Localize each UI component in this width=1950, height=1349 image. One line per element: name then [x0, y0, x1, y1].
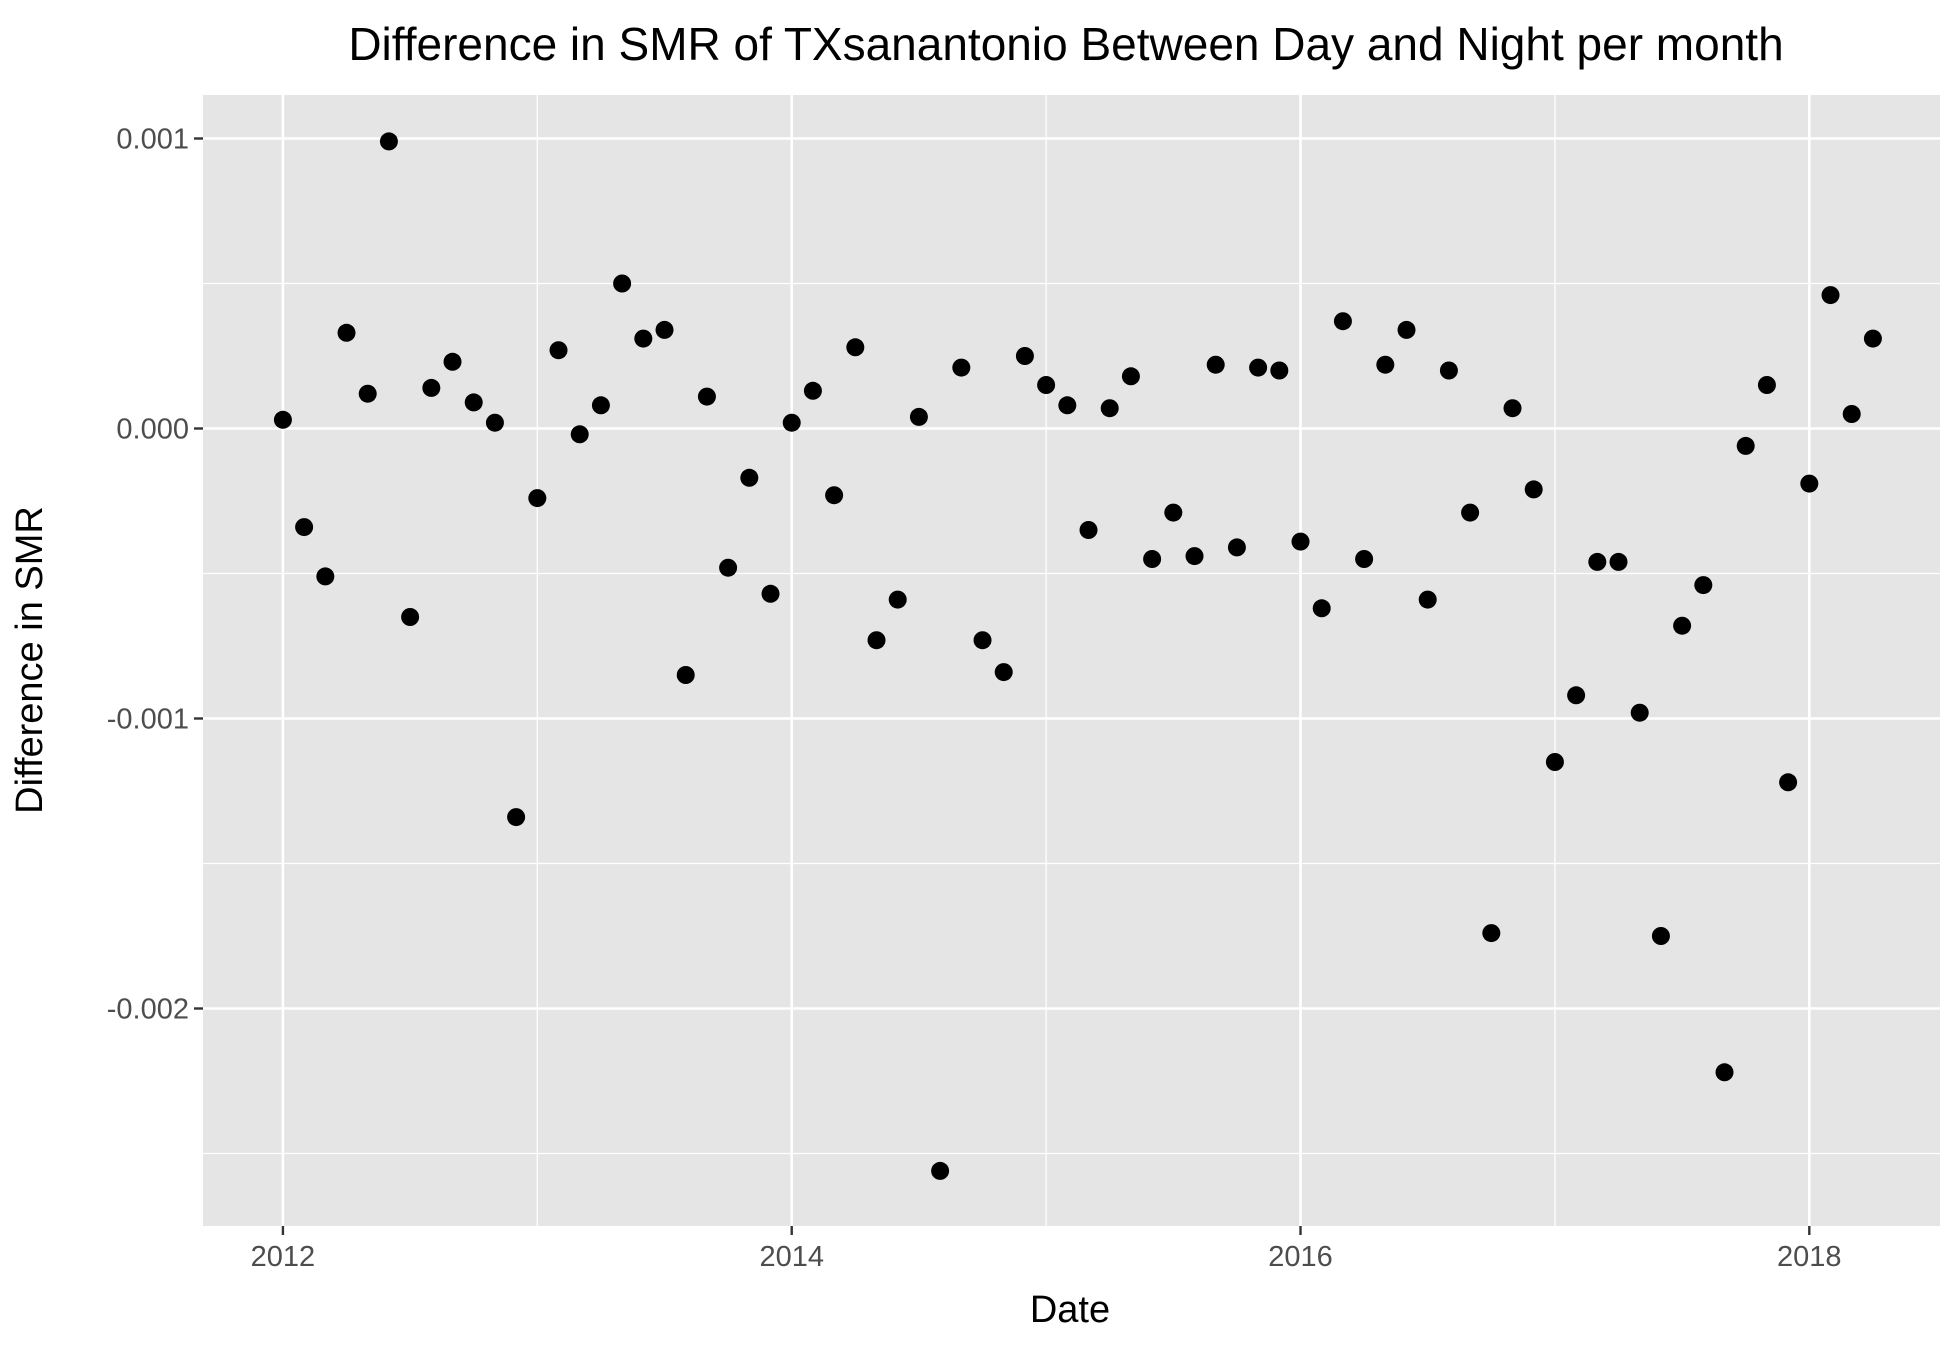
data-point [443, 352, 462, 371]
y-tick-label: 0.001 [116, 124, 189, 156]
data-point [1503, 399, 1522, 418]
data-point [1461, 503, 1480, 522]
major-gridlines [203, 95, 1940, 1226]
data-point [1079, 521, 1098, 539]
minor-gridlines [203, 95, 1940, 1226]
data-point [1227, 538, 1246, 557]
data-point [1185, 547, 1204, 566]
data-point [1355, 550, 1374, 568]
data-point [379, 132, 398, 151]
data-point [1291, 532, 1310, 551]
data-point [888, 590, 907, 609]
x-axis-title: Date [1030, 1289, 1110, 1331]
y-tick-label: 0.000 [116, 414, 189, 446]
x-tick-label: 2016 [1268, 1241, 1333, 1273]
data-point [401, 608, 420, 626]
x-axis: 2012 2014 2016 2018 [251, 1226, 1842, 1273]
data-point [1143, 550, 1162, 568]
data-point [1015, 347, 1034, 365]
data-point [485, 413, 504, 432]
data-point [973, 631, 992, 650]
y-axis: 0.001 0.000 -0.001 -0.002 [107, 124, 203, 1026]
data-point [1418, 590, 1437, 609]
data-point [676, 666, 695, 684]
data-point [952, 358, 971, 377]
data-point [1037, 376, 1056, 394]
data-point [549, 341, 568, 360]
data-point [867, 631, 886, 650]
data-point [1715, 1063, 1734, 1082]
data-point [316, 567, 335, 586]
data-point [634, 329, 653, 348]
data-point [528, 489, 547, 508]
data-point [591, 396, 610, 415]
data-point [655, 320, 674, 339]
data-point [846, 338, 865, 357]
data-point [994, 663, 1013, 682]
data-point [1270, 361, 1289, 380]
data-point [613, 274, 632, 293]
data-point [782, 413, 801, 432]
data-point [761, 584, 780, 603]
data-point [1863, 329, 1882, 348]
data-point [1100, 399, 1119, 418]
data-point [1545, 753, 1564, 771]
data-point [1333, 312, 1352, 331]
y-tick-label: -0.001 [107, 704, 189, 736]
data-point [1524, 480, 1543, 499]
data-point [803, 381, 822, 400]
data-point [719, 558, 738, 577]
x-tick-label: 2012 [251, 1241, 316, 1273]
data-point [1588, 552, 1607, 571]
data-point [1397, 320, 1416, 339]
data-point [909, 407, 928, 426]
data-point [1757, 376, 1776, 394]
x-tick-label: 2014 [759, 1241, 824, 1273]
y-tick-label: -0.002 [107, 994, 189, 1026]
data-point [1779, 773, 1798, 792]
data-point [1800, 474, 1819, 493]
data-point [1164, 503, 1183, 522]
data-points [273, 132, 1882, 1180]
data-point [697, 387, 716, 406]
data-point [1482, 924, 1501, 943]
x-tick-label: 2018 [1777, 1241, 1842, 1273]
data-point [1121, 367, 1140, 386]
data-point [1567, 686, 1586, 705]
data-point [1249, 358, 1268, 377]
data-point [1206, 355, 1225, 374]
data-point [1439, 361, 1458, 380]
data-point [273, 410, 292, 429]
data-point [507, 808, 526, 827]
data-point [1694, 576, 1713, 595]
data-point [422, 378, 441, 397]
data-point [1736, 436, 1755, 455]
data-point [1630, 703, 1649, 722]
data-point [1842, 405, 1861, 423]
data-point [358, 384, 377, 403]
data-point [1312, 599, 1331, 618]
data-point [740, 468, 759, 487]
data-point [1673, 616, 1692, 635]
data-point [825, 486, 844, 505]
data-point [1609, 552, 1628, 571]
data-point [295, 518, 314, 537]
data-point [1651, 927, 1670, 945]
y-axis-title: Difference in SMR [9, 506, 51, 814]
data-point [1376, 355, 1395, 374]
data-point [570, 425, 589, 444]
data-point [464, 393, 483, 412]
data-point [1821, 286, 1840, 305]
data-point [337, 323, 356, 342]
plot-panel [203, 95, 1940, 1226]
data-point [1058, 396, 1077, 415]
data-point [931, 1161, 950, 1180]
chart-title: Difference in SMR of TXsanantonio Betwee… [348, 18, 1783, 70]
